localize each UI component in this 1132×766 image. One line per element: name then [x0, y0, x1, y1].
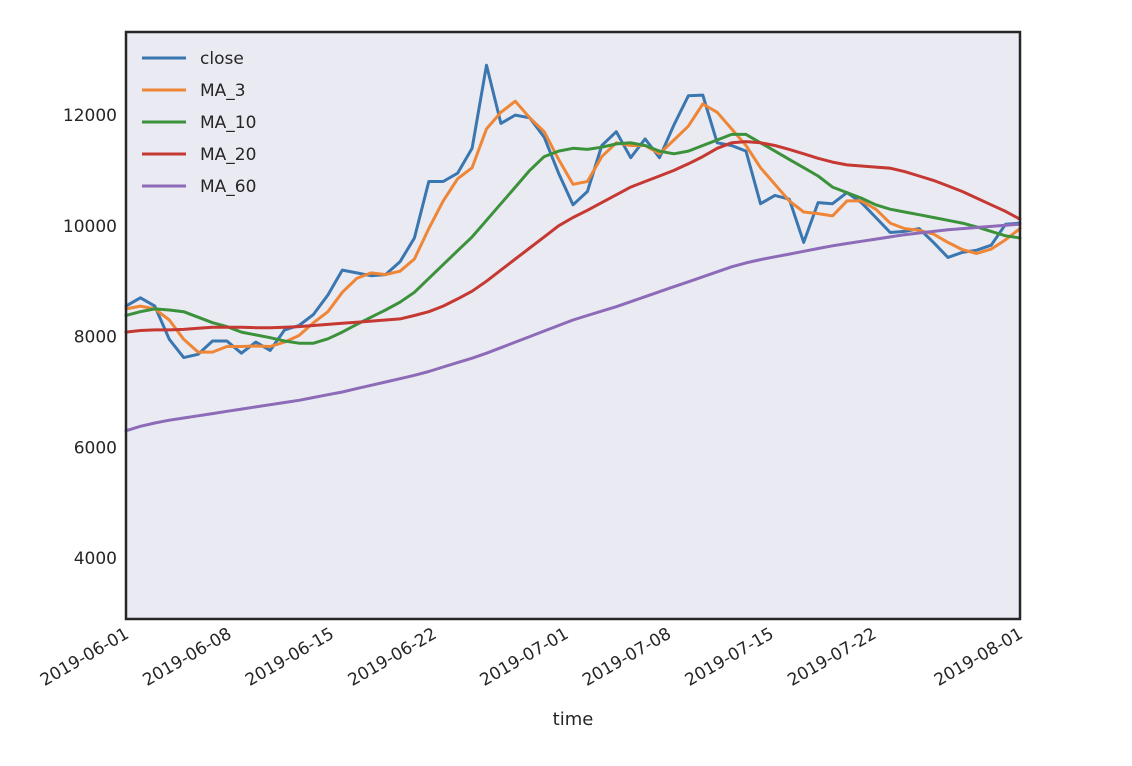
series-line-ma-60: [124, 222, 1022, 433]
series-lines: [124, 63, 1022, 433]
x-tick-label: 2019-06-08: [140, 624, 236, 691]
legend-label-ma-10: MA_10: [200, 113, 256, 133]
x-tick-label: 2019-07-15: [682, 624, 778, 691]
series-line-ma-10: [124, 132, 1022, 345]
legend-label-ma-60: MA_60: [200, 177, 256, 197]
series-line-ma-3: [124, 99, 1022, 354]
x-tick-label: 2019-07-08: [579, 624, 675, 691]
plot-area: [126, 32, 1020, 619]
legend-label-ma-20: MA_20: [200, 145, 256, 165]
legend: close MA_3 MA_10 MA_20 MA_60: [142, 49, 256, 197]
y-tick-label: 4000: [74, 549, 117, 569]
x-tick-label: 2019-06-15: [242, 624, 338, 691]
y-tick-label: 6000: [74, 438, 117, 458]
x-tick-label: 2019-08-01: [931, 624, 1027, 691]
x-tick-label: 2019-07-22: [784, 624, 880, 691]
series-line-ma-20: [124, 140, 1022, 334]
x-tick-label: 2019-07-01: [477, 624, 573, 691]
legend-label-close: close: [200, 49, 244, 69]
legend-label-ma-3: MA_3: [200, 81, 246, 101]
x-axis: 2019-06-01 2019-06-08 2019-06-15 2019-06-22…: [37, 624, 1027, 691]
x-tick-label: 2019-06-01: [37, 624, 133, 691]
plot-frame: [124, 30, 1022, 621]
y-tick-label: 8000: [74, 328, 117, 348]
y-tick-label: 10000: [63, 217, 117, 237]
y-tick-label: 12000: [63, 106, 117, 126]
x-axis-title: time: [553, 709, 594, 730]
x-tick-label: 2019-06-22: [345, 624, 441, 691]
y-axis: 4000 6000 8000 10000 12000: [63, 106, 117, 569]
